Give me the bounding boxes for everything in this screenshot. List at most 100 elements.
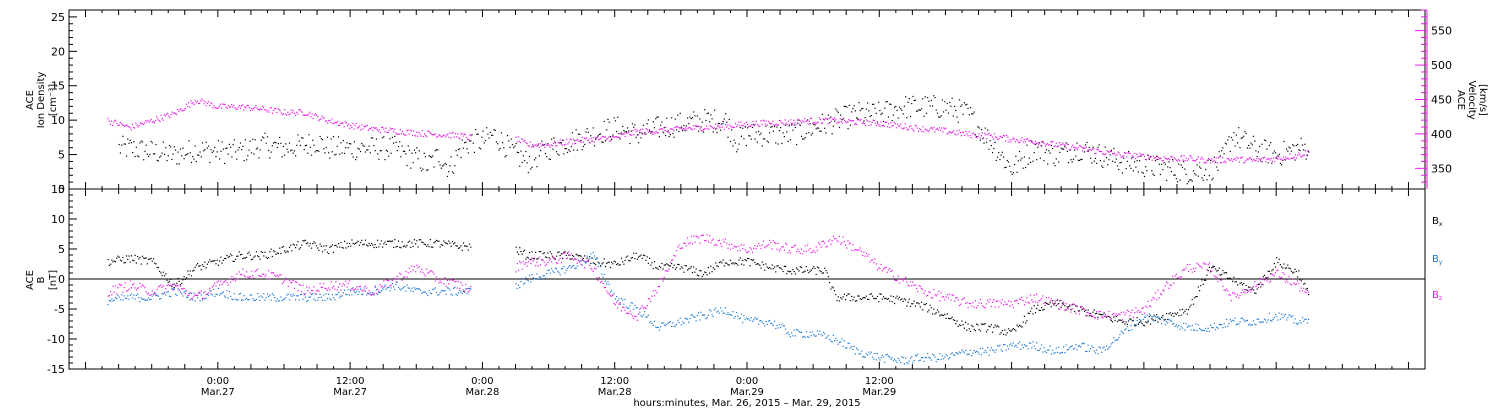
- density-point: [868, 110, 870, 112]
- by-point: [673, 325, 675, 328]
- bx-point: [178, 280, 180, 282]
- by-point: [231, 298, 233, 300]
- bz-point: [346, 286, 348, 288]
- density-point: [967, 107, 969, 109]
- bx-point: [1279, 264, 1282, 266]
- velocity-point: [298, 109, 300, 111]
- bz-point: [541, 259, 543, 261]
- bz-point: [769, 239, 771, 241]
- bx-point: [465, 245, 467, 247]
- by-point: [809, 331, 811, 333]
- density-point: [441, 165, 444, 167]
- bx-point: [704, 271, 706, 273]
- velocity-point: [716, 127, 718, 129]
- density-point: [742, 127, 744, 129]
- bz-point: [143, 285, 145, 287]
- bx-point: [984, 323, 986, 325]
- density-point: [586, 128, 588, 130]
- by-point: [1219, 323, 1222, 326]
- by-point: [907, 362, 909, 364]
- bx-point: [1241, 284, 1244, 286]
- bx-point: [259, 258, 261, 260]
- bx-point: [1126, 323, 1128, 325]
- bz-point: [636, 319, 638, 321]
- velocity-point: [242, 104, 244, 106]
- by-point: [826, 336, 828, 338]
- by-point: [1169, 319, 1171, 321]
- bz-point: [199, 292, 201, 294]
- velocity-point: [1137, 156, 1139, 158]
- bz-point: [546, 263, 548, 265]
- velocity-point: [750, 125, 752, 127]
- by-point: [249, 294, 251, 296]
- density-point: [1197, 175, 1199, 177]
- bx-point: [722, 259, 724, 261]
- velocity-point: [1169, 159, 1171, 161]
- bx-point: [1081, 308, 1083, 311]
- by-point: [1262, 321, 1264, 323]
- by-point: [237, 299, 239, 301]
- velocity-point: [408, 133, 410, 135]
- density-point: [325, 146, 327, 149]
- bz-point: [419, 271, 422, 273]
- density-point: [253, 153, 255, 155]
- velocity-point: [239, 107, 242, 109]
- bx-point: [1036, 307, 1038, 310]
- bz-point: [571, 258, 574, 260]
- bx-point: [261, 251, 264, 254]
- bz-point: [539, 264, 542, 266]
- velocity-point: [1228, 159, 1230, 161]
- bz-point: [416, 264, 418, 266]
- by-point: [841, 338, 843, 340]
- density-point: [122, 135, 124, 137]
- by-point: [580, 260, 582, 262]
- density-point: [584, 143, 586, 146]
- by-point: [770, 322, 772, 324]
- by-point: [858, 353, 860, 355]
- bx-point: [233, 260, 235, 263]
- velocity-point: [193, 103, 195, 106]
- bx-point: [1168, 313, 1170, 315]
- x-tick-time-label: 0:00: [207, 376, 229, 387]
- by-point: [993, 350, 995, 352]
- by-point: [821, 335, 823, 337]
- by-point: [1170, 320, 1173, 322]
- density-point: [1026, 144, 1028, 146]
- density-point: [1076, 142, 1078, 144]
- by-point: [217, 287, 220, 289]
- density-point: [211, 151, 213, 153]
- by-point: [808, 336, 810, 338]
- by-point: [1087, 344, 1089, 346]
- bz-point: [771, 248, 773, 250]
- by-point: [798, 331, 800, 333]
- bx-point: [227, 256, 229, 258]
- by-point: [1305, 318, 1307, 320]
- density-point: [808, 132, 810, 134]
- bx-point: [595, 264, 597, 266]
- velocity-point: [748, 125, 750, 128]
- density-point: [1049, 152, 1051, 154]
- by-point: [710, 310, 712, 312]
- velocity-point: [930, 127, 932, 129]
- by-point: [334, 299, 336, 301]
- density-point: [1071, 161, 1073, 163]
- by-point: [1034, 348, 1037, 350]
- by-point: [230, 295, 232, 297]
- density-point: [291, 149, 293, 151]
- by-point: [516, 287, 518, 290]
- bz-point: [737, 250, 739, 252]
- by-point: [400, 289, 402, 291]
- bx-point: [1221, 273, 1223, 276]
- velocity-point: [1126, 156, 1128, 158]
- by-point: [849, 347, 852, 349]
- velocity-point: [832, 118, 835, 121]
- by-point: [956, 352, 958, 354]
- density-point: [510, 138, 512, 140]
- by-point: [541, 278, 543, 281]
- density-point: [200, 156, 202, 158]
- by-point: [646, 316, 648, 318]
- density-point: [968, 114, 970, 116]
- by-point: [689, 318, 691, 320]
- bz-point: [722, 239, 724, 241]
- by-point: [205, 297, 207, 299]
